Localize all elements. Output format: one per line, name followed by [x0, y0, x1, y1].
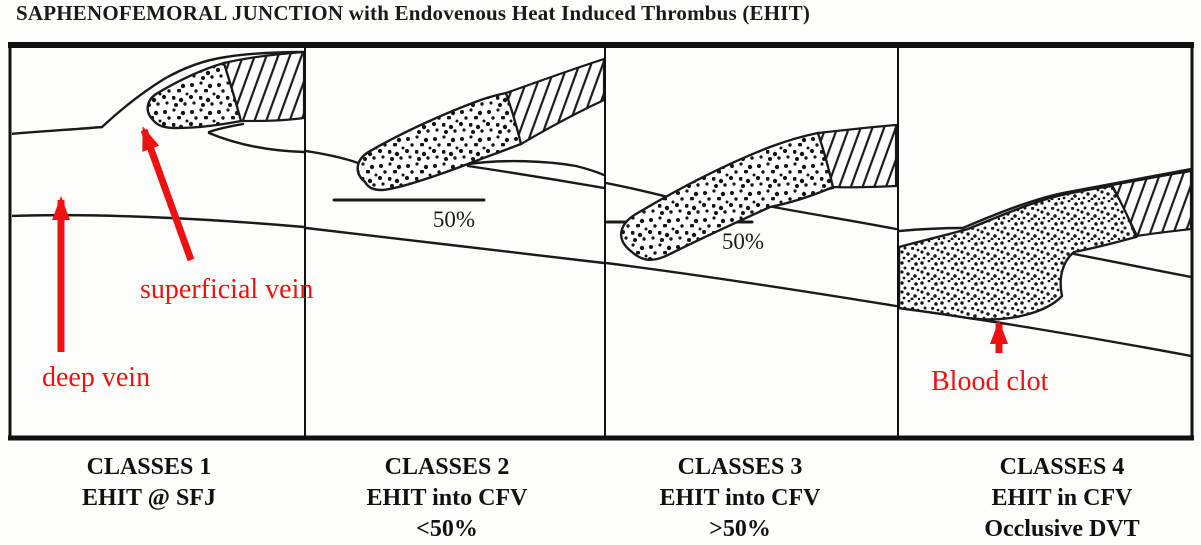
class4-caption: CLASSES 4 EHIT in CFV Occlusive DVT	[912, 452, 1201, 545]
blood-clot-label: Blood clot	[931, 366, 1049, 397]
class3-extent: EHIT into CFV	[659, 485, 821, 511]
class3-caption: CLASSES 3 EHIT into CFV >50%	[590, 452, 890, 545]
class4-name: CLASSES 4	[999, 454, 1125, 480]
figure-frame	[8, 42, 1194, 441]
class2-detail: <50%	[416, 516, 478, 542]
deep-vein-bottom-wall	[306, 226, 604, 265]
class3-detail: >50%	[709, 516, 771, 542]
class3-name: CLASSES 3	[677, 454, 803, 480]
ablated-vein-segment	[1110, 169, 1191, 238]
class2-name: CLASSES 2	[384, 454, 510, 480]
class2-extent: EHIT into CFV	[366, 485, 528, 511]
class1-extent: EHIT @ SFJ	[82, 485, 216, 511]
superficial-vein-label: superficial vein	[140, 274, 314, 305]
ablated-vein-segment	[222, 50, 304, 123]
deep-vein-top-wall-right	[466, 164, 604, 190]
ablated-vein-segment	[504, 57, 604, 146]
deep-vein-top-wall	[306, 149, 368, 168]
class4-extent: EHIT in CFV	[991, 485, 1133, 511]
deep-vein-bottom-wall	[606, 261, 897, 308]
deep-vein-top-wall-right	[1072, 252, 1191, 279]
class1-name: CLASSES 1	[86, 454, 212, 480]
class2-caption: CLASSES 2 EHIT into CFV <50%	[297, 452, 597, 545]
deep-vein-top-wall-right	[766, 204, 897, 231]
class2-fifty-percent-label: 50%	[432, 207, 476, 232]
ablated-vein-segment	[816, 123, 897, 189]
occlusive-blood-clot	[899, 184, 1138, 321]
deep-vein-top-wall	[606, 181, 670, 199]
annotation-arrows	[52, 126, 1008, 353]
superficial-vein-upper-wall	[100, 50, 304, 129]
junction-lip-upper	[466, 159, 604, 177]
panel-class1-drawing	[12, 50, 304, 229]
deep-vein-top-wall-right	[207, 131, 304, 154]
superficial-vein-lower-wall	[207, 122, 245, 134]
deep-vein-bottom-wall	[12, 213, 304, 229]
superficial-vein-arrow	[140, 126, 195, 262]
thrombus-class2	[356, 91, 523, 192]
class4-detail: Occlusive DVT	[984, 516, 1140, 542]
panel-class2-drawing	[306, 57, 604, 265]
panel-class4-drawing	[899, 167, 1191, 358]
class1-caption: CLASSES 1 EHIT @ SFJ	[0, 452, 299, 514]
panel-class3-drawing	[606, 123, 897, 308]
deep-vein-top-wall	[12, 125, 104, 136]
superficial-vein-upper-wall	[961, 167, 1191, 230]
figure-title: SAPHENOFEMORAL JUNCTION with Endovenous …	[16, 1, 811, 25]
deep-vein-label: deep vein	[42, 362, 151, 393]
class3-fifty-percent-label: 50%	[721, 229, 765, 254]
deep-vein-top-wall	[899, 226, 965, 233]
